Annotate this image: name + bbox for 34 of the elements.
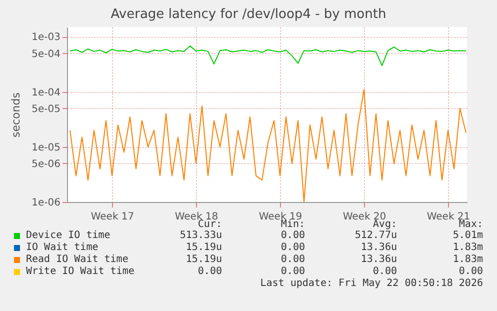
text: 13.36u xyxy=(360,242,397,253)
chart-title: Average latency for /dev/loop4 - by month xyxy=(110,7,388,22)
y-tick-label: 5e-04 xyxy=(32,48,60,60)
text: 513.33u xyxy=(180,230,222,241)
text: 15.19u xyxy=(186,242,222,253)
line-series xyxy=(70,89,466,202)
y-axis-title: seconds xyxy=(10,92,23,138)
text: 1.83m xyxy=(452,254,483,265)
text: Last update: Fri May 22 00:50:18 2026 xyxy=(260,278,483,289)
y-tick-label: 1e-05 xyxy=(32,142,60,154)
line-series xyxy=(70,45,466,66)
y-tick-label: 5e-05 xyxy=(32,104,60,115)
text: 0.00 xyxy=(280,254,305,265)
text: Avg: xyxy=(372,219,397,230)
text: 512.77u xyxy=(354,230,397,241)
legend-label: Write IO Wait time xyxy=(26,266,134,277)
text: 0.00 xyxy=(458,266,483,277)
text: 5.01m xyxy=(452,230,483,241)
text: 0.00 xyxy=(280,230,305,241)
text: 0.00 xyxy=(372,266,397,277)
legend-label: Read IO Wait time xyxy=(26,254,128,265)
y-tick-label: 1e-06 xyxy=(32,198,60,208)
x-tick-label: Week 17 xyxy=(90,212,134,222)
text: 13.36u xyxy=(360,254,397,265)
y-tick-label: 1e-04 xyxy=(32,87,60,98)
y-tick-label: 5e-06 xyxy=(32,158,60,170)
legend-label: Device IO time xyxy=(26,230,110,241)
text: 1.83m xyxy=(452,242,483,253)
text: 0.00 xyxy=(198,266,222,277)
legend-label: IO Wait time xyxy=(26,242,98,253)
text: 0.00 xyxy=(280,242,305,253)
text: 0.00 xyxy=(280,266,305,277)
y-tick-label: 1e-03 xyxy=(32,32,60,44)
text: 15.19u xyxy=(186,254,222,265)
